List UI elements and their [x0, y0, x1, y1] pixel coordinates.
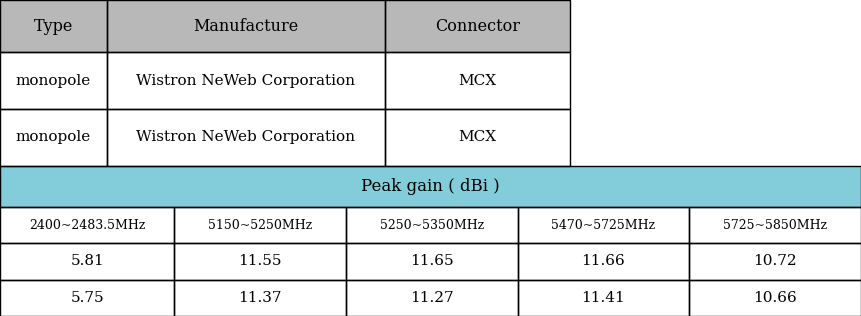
Bar [690, 243, 861, 280]
Bar [386, 0, 570, 52]
Bar [107, 109, 386, 166]
Bar [174, 207, 346, 243]
Text: 5.75: 5.75 [71, 291, 104, 305]
Bar [107, 52, 386, 109]
Bar [346, 207, 517, 243]
Text: 5.81: 5.81 [71, 254, 104, 269]
Text: 11.41: 11.41 [581, 291, 625, 305]
Bar [386, 52, 570, 109]
Bar [0, 280, 174, 316]
Bar [107, 52, 386, 109]
Bar [346, 243, 517, 280]
Bar [517, 207, 690, 243]
Text: Peak gain ( dBi ): Peak gain ( dBi ) [361, 178, 500, 195]
Bar [107, 109, 386, 166]
Bar [174, 243, 346, 280]
Text: monopole: monopole [15, 131, 91, 144]
Text: 5150~5250MHz: 5150~5250MHz [208, 219, 313, 232]
Text: Wistron NeWeb Corporation: Wistron NeWeb Corporation [136, 74, 356, 88]
Text: MCX: MCX [459, 74, 497, 88]
Bar [0, 166, 861, 207]
Bar [107, 0, 386, 52]
Text: monopole: monopole [15, 74, 91, 88]
Bar [0, 0, 107, 52]
Bar [174, 280, 346, 316]
Bar [174, 207, 346, 243]
Bar [0, 207, 174, 243]
Bar [0, 109, 107, 166]
Bar [346, 243, 517, 280]
Bar [517, 243, 690, 280]
Bar [386, 109, 570, 166]
Text: Manufacture: Manufacture [194, 18, 299, 34]
Text: 11.65: 11.65 [410, 254, 454, 269]
Bar [386, 0, 570, 52]
Bar [0, 166, 861, 207]
Bar [0, 52, 107, 109]
Text: Connector: Connector [435, 18, 520, 34]
Bar [0, 207, 174, 243]
Bar [0, 243, 174, 280]
Bar [0, 109, 107, 166]
Text: 11.55: 11.55 [238, 254, 282, 269]
Bar [690, 280, 861, 316]
Bar [690, 207, 861, 243]
Bar [690, 207, 861, 243]
Text: 11.27: 11.27 [410, 291, 454, 305]
Bar [517, 243, 690, 280]
Bar [107, 0, 386, 52]
Text: 10.66: 10.66 [753, 291, 797, 305]
Bar [690, 243, 861, 280]
Text: 5250~5350MHz: 5250~5350MHz [380, 219, 484, 232]
Bar [174, 280, 346, 316]
Bar [0, 280, 174, 316]
Bar [0, 0, 107, 52]
Bar [517, 280, 690, 316]
Text: 10.72: 10.72 [753, 254, 797, 269]
Bar [517, 207, 690, 243]
Bar [386, 109, 570, 166]
Bar [174, 243, 346, 280]
Bar [0, 52, 107, 109]
Bar [0, 243, 174, 280]
Text: 5725~5850MHz: 5725~5850MHz [723, 219, 827, 232]
Text: MCX: MCX [459, 131, 497, 144]
Text: 5470~5725MHz: 5470~5725MHz [551, 219, 655, 232]
Bar [346, 280, 517, 316]
Text: Wistron NeWeb Corporation: Wistron NeWeb Corporation [136, 131, 356, 144]
Bar [386, 52, 570, 109]
Bar [690, 280, 861, 316]
Text: 11.37: 11.37 [238, 291, 282, 305]
Bar [517, 280, 690, 316]
Bar [346, 280, 517, 316]
Bar [346, 207, 517, 243]
Text: 2400~2483.5MHz: 2400~2483.5MHz [29, 219, 146, 232]
Text: Type: Type [34, 18, 73, 34]
Text: 11.66: 11.66 [581, 254, 625, 269]
